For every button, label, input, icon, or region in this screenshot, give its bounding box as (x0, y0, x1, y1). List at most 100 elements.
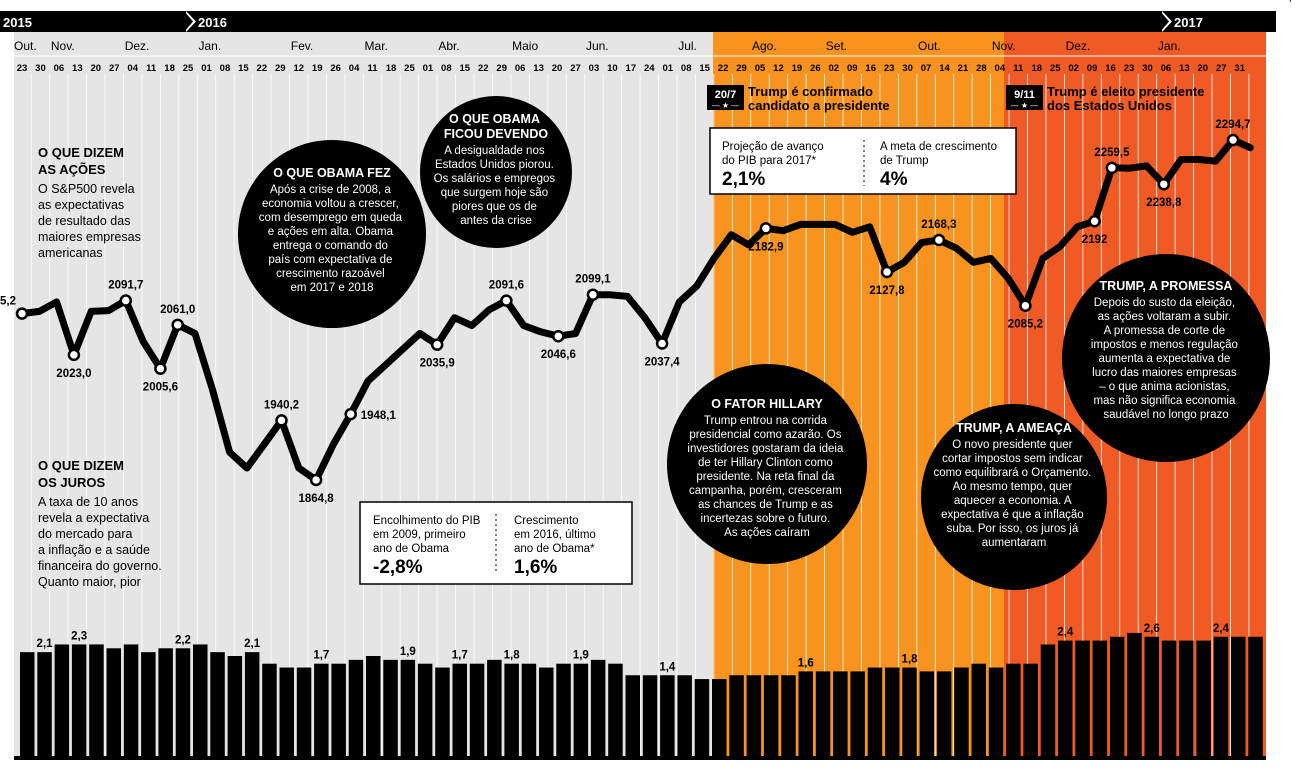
month-label: Jul. (678, 39, 697, 53)
rate-bar (556, 663, 571, 756)
projection-box-frame (709, 127, 1017, 195)
day-label: 21 (958, 63, 969, 74)
bubble-title: TRUMP, A PROMESSA (1100, 279, 1233, 293)
bubble-hillary: O FATOR HILLARY Trump entrou na corrida … (667, 364, 867, 564)
rate-bar (712, 679, 727, 756)
rate-bar (833, 671, 848, 756)
sp500-point (344, 407, 357, 421)
rate-bar (1040, 644, 1056, 756)
rate-label: 1,8 (504, 650, 521, 662)
rate-bar (919, 671, 935, 756)
month-label: Out. (14, 39, 37, 53)
day-label: 08 (441, 63, 452, 74)
year-2015: 2015 (3, 15, 32, 30)
day-label: 18 (164, 63, 175, 74)
rate-bar (1161, 640, 1177, 756)
month-label: Nov. (51, 39, 75, 53)
stocks-section: O QUE DIZEM AS AÇÕES O S&P500 revela as … (38, 145, 144, 260)
stocks-desc: O S&P500 revela as expectativas de resul… (38, 182, 144, 260)
year-2016: 2016 (198, 15, 227, 30)
rate-bar (590, 659, 606, 756)
event-date-box (1006, 85, 1043, 110)
sp500-value-label: 2035,9 (420, 358, 455, 370)
sp500-value-label: 2061,0 (160, 304, 195, 316)
event-text-line2: candidato a presidente (748, 98, 890, 113)
rate-label: 1,9 (400, 646, 416, 658)
day-label: 12 (293, 63, 304, 74)
rate-bar (988, 667, 1004, 756)
rate-label: 1,4 (659, 661, 676, 673)
day-label: 15 (699, 63, 710, 74)
sp500-point (154, 362, 167, 375)
rates-heading-line2: OS JUROS (38, 475, 106, 490)
rate-bar (1248, 636, 1263, 756)
projection-box-item2-desc: A meta de crescimento de Trump (880, 141, 1000, 167)
rate-bar (296, 667, 312, 756)
sp500-point (932, 233, 946, 247)
day-label: 25 (1050, 63, 1061, 74)
day-label: 13 (533, 63, 544, 74)
bubble-circle (238, 140, 426, 328)
sp500-point (1226, 133, 1240, 147)
rate-bar (885, 667, 900, 756)
sp500-point (759, 222, 773, 235)
rate-bar (331, 663, 346, 756)
rate-bar (504, 663, 519, 756)
rate-bar (971, 663, 986, 756)
rate-label: 2,4 (1213, 623, 1230, 635)
day-label: 04 (127, 63, 138, 74)
day-label: 30 (902, 63, 913, 74)
sp500-value-label: 2182,9 (748, 241, 783, 253)
sp500-value-label: 2091,7 (108, 280, 143, 292)
event-elected: 9/11 — ★ — Trump é eleito presidente dos… (1006, 84, 1205, 113)
rates-section: O QUE DIZEM OS JUROS A taxa de 10 anos r… (38, 458, 162, 589)
rate-bar (279, 667, 294, 756)
month-label: Out. (918, 39, 941, 53)
event-text-line2: dos Estados Unidos (1047, 98, 1172, 113)
day-label: 04 (995, 63, 1006, 74)
sp500-point (309, 473, 323, 487)
day-label: 18 (386, 63, 397, 74)
star-icon: — ★ — (1011, 101, 1039, 110)
day-label: 23 (1124, 63, 1135, 74)
sp500-point (119, 294, 133, 307)
sp500-point (1105, 161, 1119, 175)
rate-bar (763, 675, 779, 756)
day-label: 03 (589, 63, 600, 74)
rate-bar (573, 663, 589, 756)
rate-bar (1075, 640, 1090, 756)
rate-bar (521, 663, 537, 756)
rate-bar (1179, 640, 1194, 756)
sp500-value-label: 1864,8 (299, 493, 335, 505)
event-candidate: 20/7 — ★ — Trump é confirmado candidato … (707, 84, 890, 113)
rate-bar (746, 675, 762, 756)
sp500-point (430, 338, 444, 351)
rate-bar (435, 667, 450, 756)
bubble-promessa: TRUMP, A PROMESSA Depois do susto da ele… (1062, 254, 1270, 462)
day-label: 25 (183, 63, 194, 74)
day-label: 20 (91, 63, 102, 74)
sp500-point (67, 348, 81, 362)
projection-box-item1-value: 2,1% (722, 169, 765, 190)
sp500-value-label: 2023,0 (56, 368, 91, 380)
day-label: 06 (515, 63, 526, 74)
day-label: 28 (976, 63, 987, 74)
month-label: Dez. (125, 39, 150, 53)
rate-bar (348, 659, 364, 756)
rate-bar (227, 656, 243, 756)
event-text-line1: Trump é confirmado (748, 84, 873, 99)
month-label: Nov. (992, 39, 1016, 53)
projection-box-item1-desc: Projeção de avanço do PIB para 2017* (722, 141, 827, 167)
sp500-point (586, 288, 600, 301)
day-label: 08 (220, 63, 231, 74)
stocks-heading-line1: O QUE DIZEM (38, 145, 124, 160)
sp500-point (1157, 177, 1171, 191)
sp500-value-label: 1940,2 (264, 399, 299, 411)
day-label: 30 (35, 63, 46, 74)
day-label: 24 (644, 63, 655, 74)
sp500-point (275, 414, 288, 427)
rate-bar (642, 675, 658, 756)
day-label: 20 (1198, 63, 1209, 74)
rate-bar (1109, 636, 1125, 756)
